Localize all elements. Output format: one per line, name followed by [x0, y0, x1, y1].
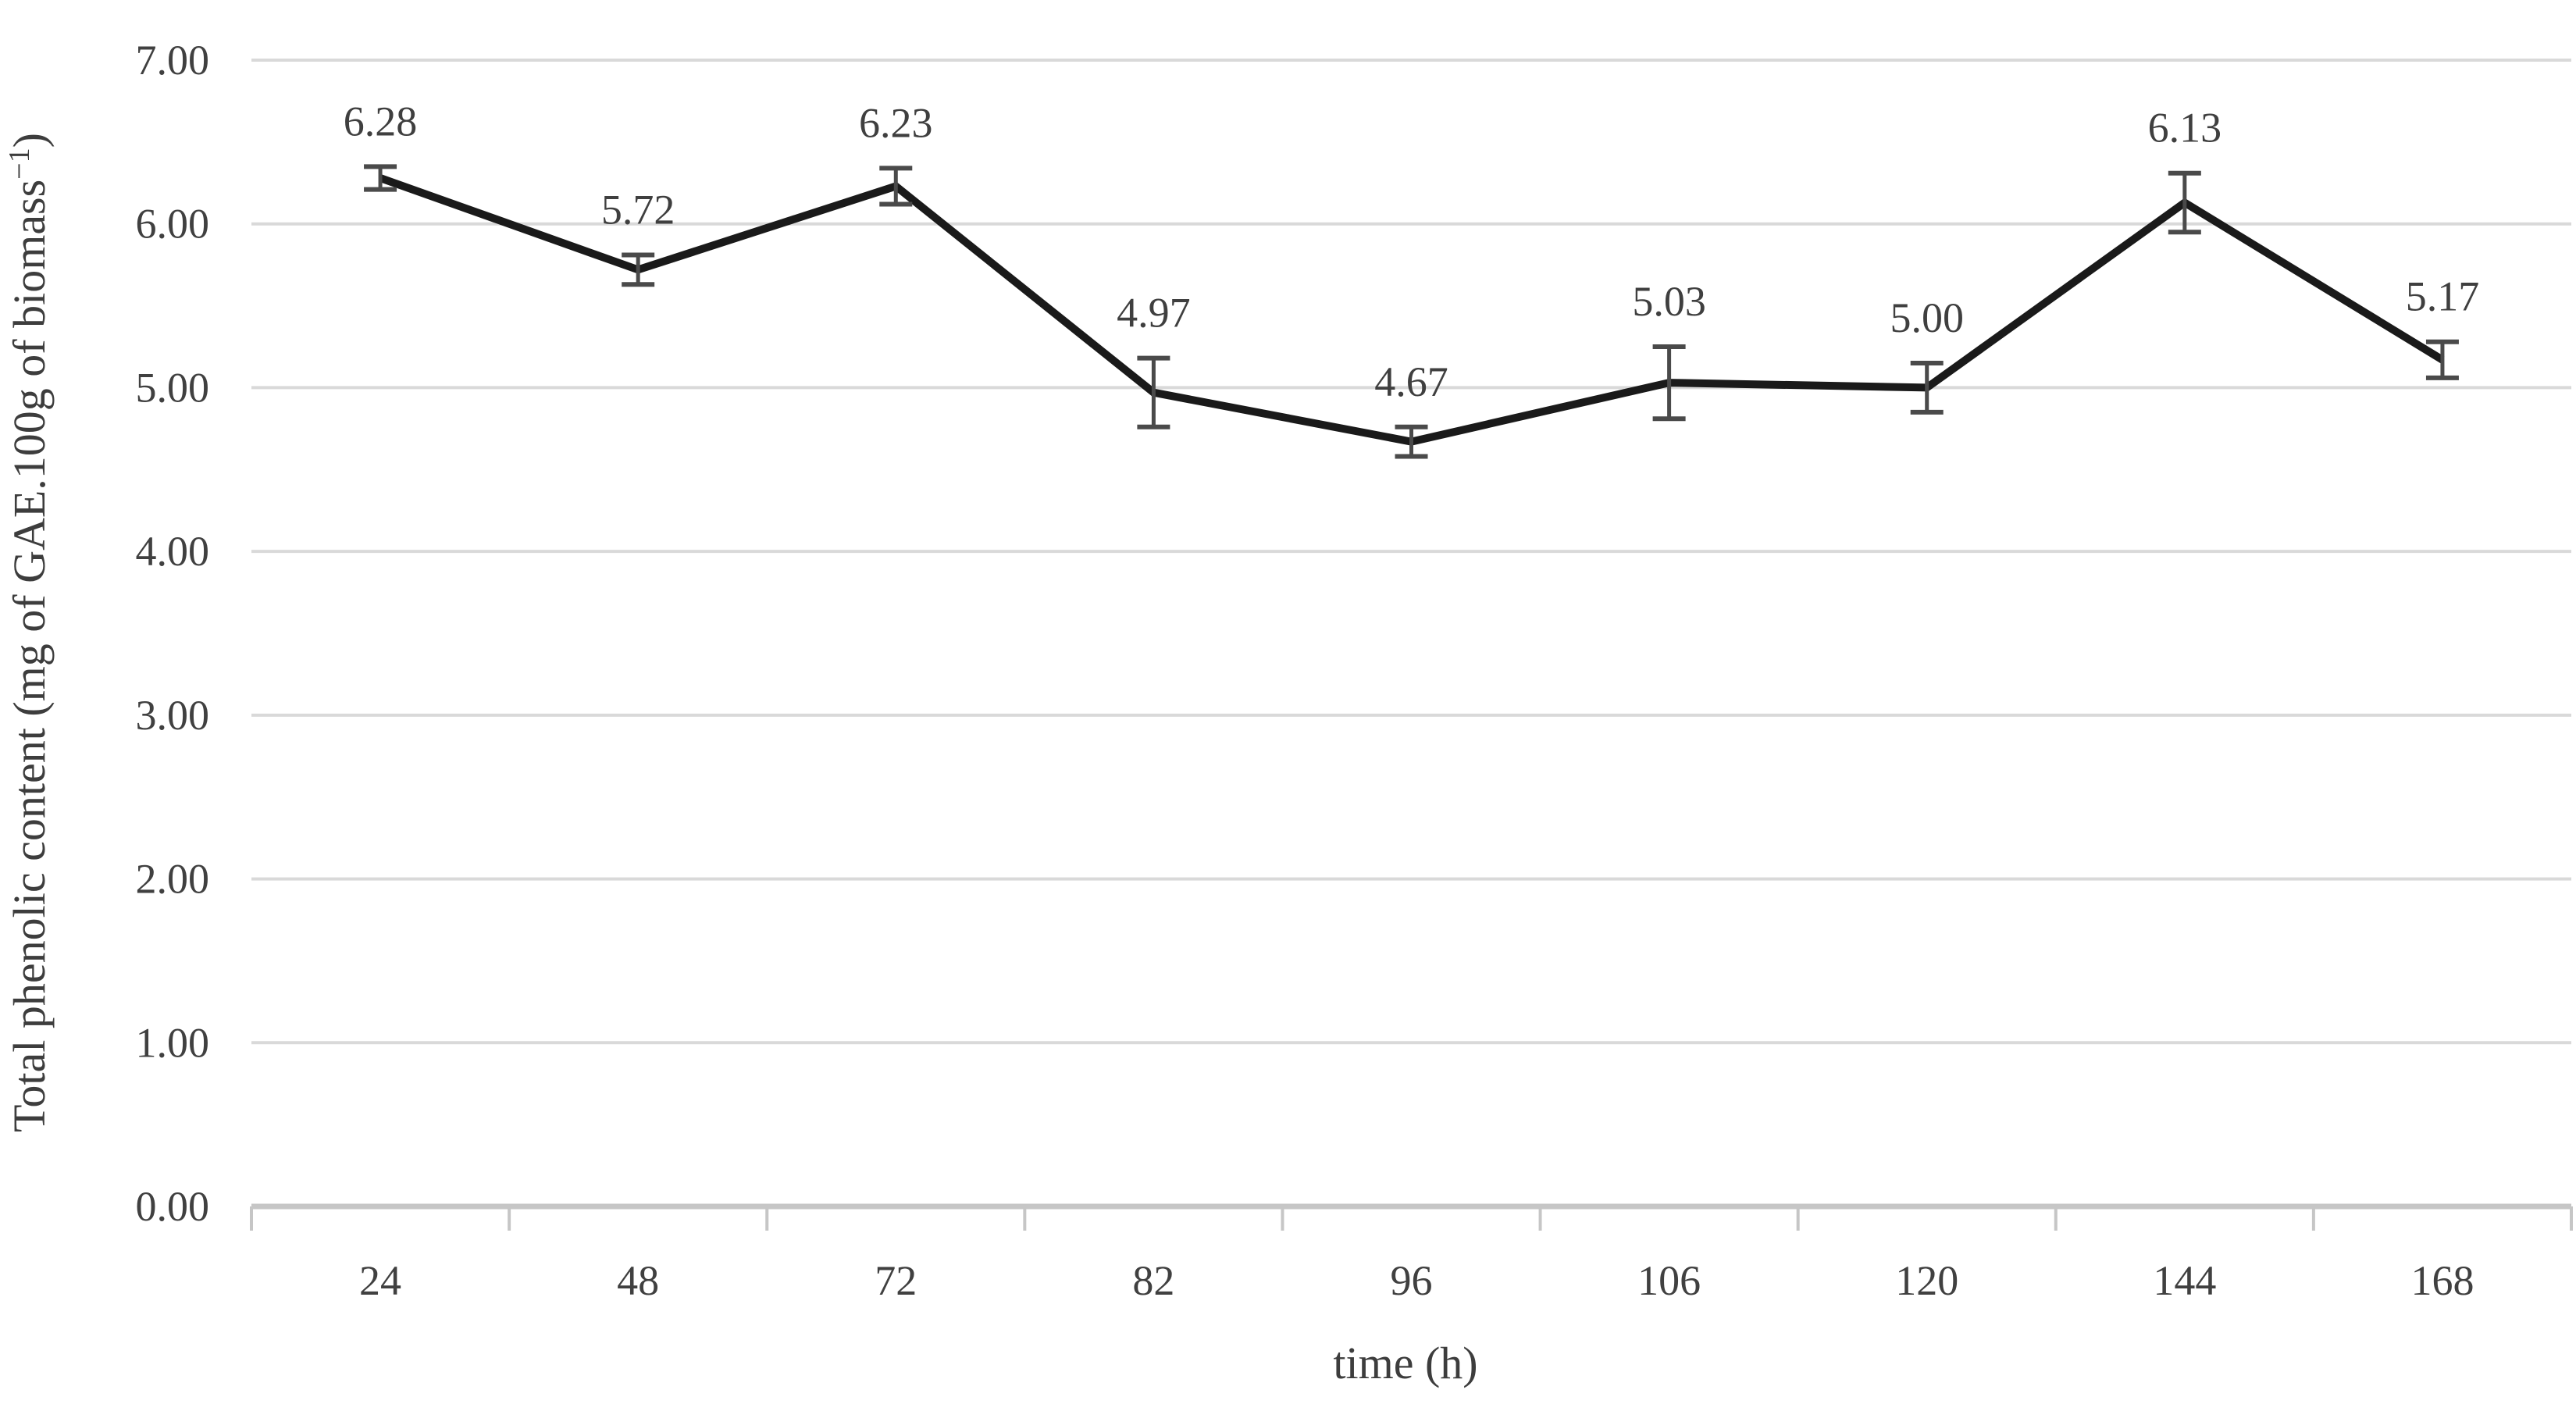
data-label: 4.67 — [1374, 358, 1448, 405]
data-label: 5.72 — [601, 187, 675, 233]
y-axis-title-base: Total phenolic content (mg of GAE.100g o… — [4, 180, 55, 1132]
x-axis-tick-label: 24 — [359, 1257, 401, 1304]
x-axis-tick-label: 96 — [1391, 1257, 1433, 1304]
error-bars-group — [364, 164, 2459, 459]
x-axis-tick-label: 48 — [617, 1257, 659, 1304]
x-axis-tick-label: 106 — [1637, 1257, 1701, 1304]
x-axis-tick-label: 72 — [875, 1257, 917, 1304]
data-label: 6.28 — [344, 98, 418, 144]
y-axis-title-close: ) — [4, 133, 55, 148]
x-axis-tick-label: 120 — [1895, 1257, 1958, 1304]
data-label: 5.17 — [2406, 273, 2480, 320]
data-label: 5.00 — [1890, 294, 1964, 341]
gridlines-group — [251, 59, 2571, 1045]
y-axis-tick-label: 6.00 — [136, 201, 210, 248]
data-label: 4.97 — [1117, 290, 1191, 337]
x-tick-labels-group: 24 48 72 82 96 106 120 144 168 — [359, 1257, 2474, 1304]
y-axis-title-superscript: −1 — [3, 148, 36, 179]
x-axis-group — [250, 1203, 2573, 1231]
y-tick-labels-group: 0.00 1.00 2.00 3.00 4.00 5.00 6.00 7.00 — [136, 37, 210, 1230]
data-labels-group: 6.28 5.72 6.23 4.97 4.67 5.03 5.00 6.13 5.17 — [344, 98, 2479, 404]
y-axis-tick-label: 2.00 — [136, 856, 210, 903]
y-axis-tick-label: 1.00 — [136, 1019, 210, 1066]
data-label: 6.23 — [859, 99, 933, 146]
data-label: 6.13 — [2148, 105, 2222, 151]
y-axis-title: Total phenolic content (mg of GAE.100g o… — [3, 133, 55, 1132]
x-axis-title: time (h) — [1333, 1338, 1477, 1388]
y-axis-tick-label: 7.00 — [136, 37, 210, 84]
x-axis-tick-label: 168 — [2410, 1257, 2474, 1304]
data-label: 5.03 — [1632, 278, 1706, 325]
x-axis-tick-label: 144 — [2153, 1257, 2216, 1304]
x-axis-tick-label: 82 — [1132, 1257, 1174, 1304]
y-axis-tick-label: 5.00 — [136, 364, 210, 411]
y-axis-tick-label: 0.00 — [136, 1183, 210, 1230]
y-axis-tick-label: 3.00 — [136, 692, 210, 739]
y-axis-tick-label: 4.00 — [136, 528, 210, 575]
